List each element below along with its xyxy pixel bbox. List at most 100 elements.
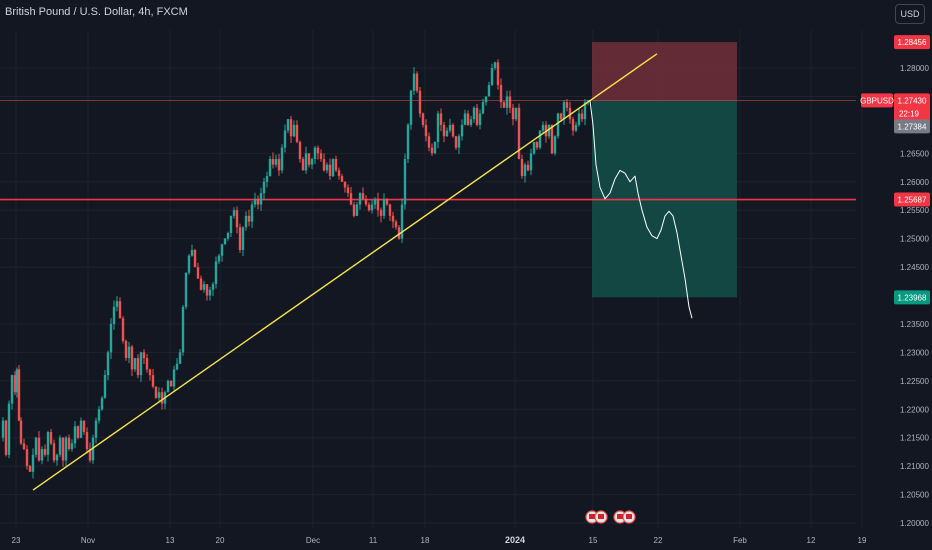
candle-body bbox=[394, 221, 398, 228]
candle-body bbox=[472, 107, 476, 120]
y-tick-label: 1.28000 bbox=[900, 64, 929, 73]
candle-body bbox=[208, 289, 212, 296]
candle-body bbox=[484, 96, 488, 103]
candle-body bbox=[385, 198, 389, 205]
projection-path bbox=[589, 100, 693, 319]
candle-body bbox=[346, 187, 350, 194]
candle-body bbox=[430, 147, 434, 154]
candle-body bbox=[166, 380, 170, 393]
flag-icon[interactable] bbox=[585, 510, 608, 524]
candle-body bbox=[301, 159, 305, 171]
candle-body bbox=[388, 204, 392, 216]
x-tick-label: 12 bbox=[807, 536, 816, 545]
candle-body bbox=[553, 136, 557, 154]
candle-body bbox=[565, 102, 569, 108]
event-markers[interactable] bbox=[585, 510, 636, 524]
candle-body bbox=[502, 102, 506, 108]
y-tick-label: 1.23500 bbox=[900, 320, 929, 329]
symbol-tag: GBPUSD bbox=[860, 96, 894, 105]
candle-body bbox=[145, 358, 149, 370]
candle-body bbox=[397, 227, 401, 239]
x-tick-label: 23 bbox=[12, 536, 21, 545]
candle-body bbox=[433, 141, 437, 154]
candle-body bbox=[448, 124, 452, 131]
candle-body bbox=[367, 204, 371, 211]
candle-body bbox=[439, 113, 443, 125]
candle-body bbox=[379, 210, 383, 216]
candle-body bbox=[295, 124, 299, 142]
candle-body bbox=[124, 341, 128, 359]
candle-body bbox=[79, 420, 83, 438]
y-tick-label: 1.23000 bbox=[900, 348, 929, 357]
y-tick-label: 1.21500 bbox=[900, 434, 929, 443]
symbol-tag-bg bbox=[861, 93, 893, 108]
candle-body bbox=[562, 102, 566, 120]
candle-body bbox=[376, 198, 380, 211]
flag-icon[interactable] bbox=[613, 510, 636, 524]
candle-body bbox=[46, 432, 50, 455]
stop-loss-zone bbox=[592, 42, 737, 101]
prev-price-label-bg bbox=[894, 119, 930, 134]
candle-body bbox=[70, 443, 74, 450]
candle-body bbox=[373, 198, 377, 205]
currency-button[interactable]: USD bbox=[895, 4, 925, 24]
candle-body bbox=[283, 130, 287, 148]
candle-body bbox=[193, 250, 197, 268]
candle-body bbox=[235, 210, 239, 228]
candle-body bbox=[7, 403, 11, 455]
candle-body bbox=[568, 107, 572, 120]
candle-body bbox=[514, 107, 518, 120]
candle-body bbox=[127, 346, 131, 359]
candle-body bbox=[478, 113, 482, 125]
y-tick-label: 1.25500 bbox=[900, 206, 929, 215]
candle-body bbox=[481, 102, 485, 114]
candle-body bbox=[109, 323, 113, 353]
trendline[interactable] bbox=[32, 53, 658, 491]
candle-body bbox=[520, 159, 524, 177]
candle-body bbox=[226, 232, 230, 239]
countdown-label: 22:19 bbox=[899, 109, 920, 118]
candle-body bbox=[28, 466, 32, 472]
prev-price-label: 1.27384 bbox=[898, 122, 927, 131]
candle-body bbox=[337, 170, 341, 177]
flag-icon-stripe-b bbox=[598, 514, 604, 519]
x-tick-label: 22 bbox=[654, 536, 663, 545]
candle-body bbox=[61, 437, 65, 461]
candle-body bbox=[15, 369, 19, 393]
candle-body bbox=[97, 409, 101, 421]
y-tick-label: 1.24500 bbox=[900, 263, 929, 272]
candle-body bbox=[298, 141, 302, 159]
support-level-label-bg bbox=[894, 192, 930, 207]
candle-body bbox=[523, 164, 527, 177]
y-tick-label: 1.21000 bbox=[900, 462, 929, 471]
x-tick-label: 19 bbox=[858, 536, 867, 545]
candle-body bbox=[577, 113, 581, 125]
candle-body bbox=[187, 255, 191, 273]
position-zones bbox=[592, 42, 737, 298]
y-tick-label: 1.20000 bbox=[900, 519, 929, 528]
x-axis: 23 Nov 13 20 Dec 11 18 2024 15 22 Feb 12 19 bbox=[12, 535, 867, 545]
candle-body bbox=[52, 443, 56, 461]
candle-body bbox=[334, 159, 338, 171]
candle-body bbox=[307, 153, 311, 165]
x-tick-label: 15 bbox=[589, 536, 598, 545]
candle-body bbox=[424, 124, 428, 137]
candle-body bbox=[25, 449, 29, 467]
x-tick-label: Dec bbox=[306, 536, 320, 545]
candle-body bbox=[118, 301, 122, 319]
candle-body bbox=[40, 449, 44, 461]
candle-body bbox=[328, 164, 332, 177]
candle-body bbox=[67, 437, 71, 450]
x-tick-label: 18 bbox=[421, 536, 430, 545]
candle-body bbox=[412, 73, 416, 91]
flag-icon-stripe-a bbox=[617, 514, 623, 519]
support-level-label: 1.25687 bbox=[898, 196, 927, 205]
candle-body bbox=[94, 420, 98, 438]
candle-body bbox=[253, 198, 257, 205]
candle-body bbox=[508, 96, 512, 108]
candle-body bbox=[130, 346, 134, 370]
current-price-bg bbox=[894, 93, 930, 122]
stop-level-label-bg bbox=[894, 35, 930, 50]
